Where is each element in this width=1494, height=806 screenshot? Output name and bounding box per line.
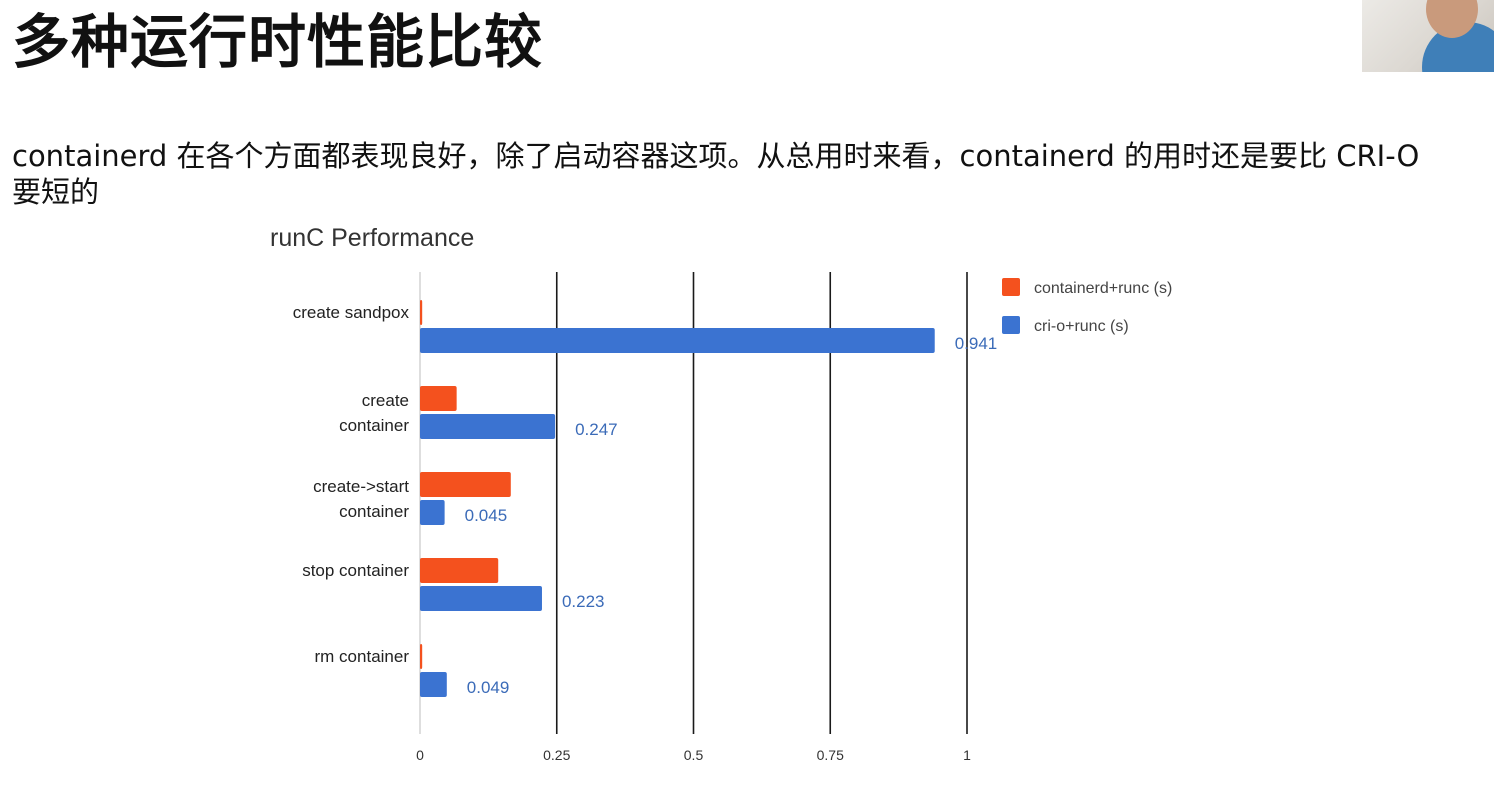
x-tick-label: 0.5 [684,747,704,763]
slide-body-text: containerd 在各个方面都表现良好，除了启动容器这项。从总用时来看，co… [12,139,1420,209]
legend-label: containerd+runc (s) [1034,280,1172,297]
data-label: 0.045 [465,506,508,525]
data-label: 0.049 [467,678,510,697]
x-tick-label: 1 [963,747,971,763]
legend-swatch-containerd [1002,278,1020,296]
bar-crio [420,586,542,611]
category-label: stop container [302,561,409,580]
bar-containerd [420,558,499,583]
x-tick-label: 0.25 [543,747,570,763]
x-tick-label: 0 [416,747,424,763]
data-label: 0.247 [575,420,618,439]
legend-label: cri-o+runc (s) [1034,318,1129,335]
category-label: create->start [313,477,409,496]
category-label: create [362,391,409,410]
legend-swatch-crio [1002,316,1020,334]
bar-crio [420,672,447,697]
bar-containerd [420,386,457,411]
bar-containerd [420,472,511,497]
data-label: 0.941 [955,334,998,353]
bar-crio [420,414,556,439]
webcam-thumbnail [1362,0,1494,72]
data-label: 0.223 [562,592,605,611]
slide-title: 多种运行时性能比较 [12,8,544,76]
category-label: container [339,416,409,435]
bar-containerd [420,644,423,669]
category-label: rm container [315,647,410,666]
bar-crio [420,500,445,525]
category-label: create sandpox [293,303,410,322]
chart-title: runC Performance [270,224,474,252]
category-label: container [339,502,409,521]
x-tick-label: 0.75 [817,747,844,763]
bar-crio [420,328,935,353]
bar-containerd [420,300,423,325]
